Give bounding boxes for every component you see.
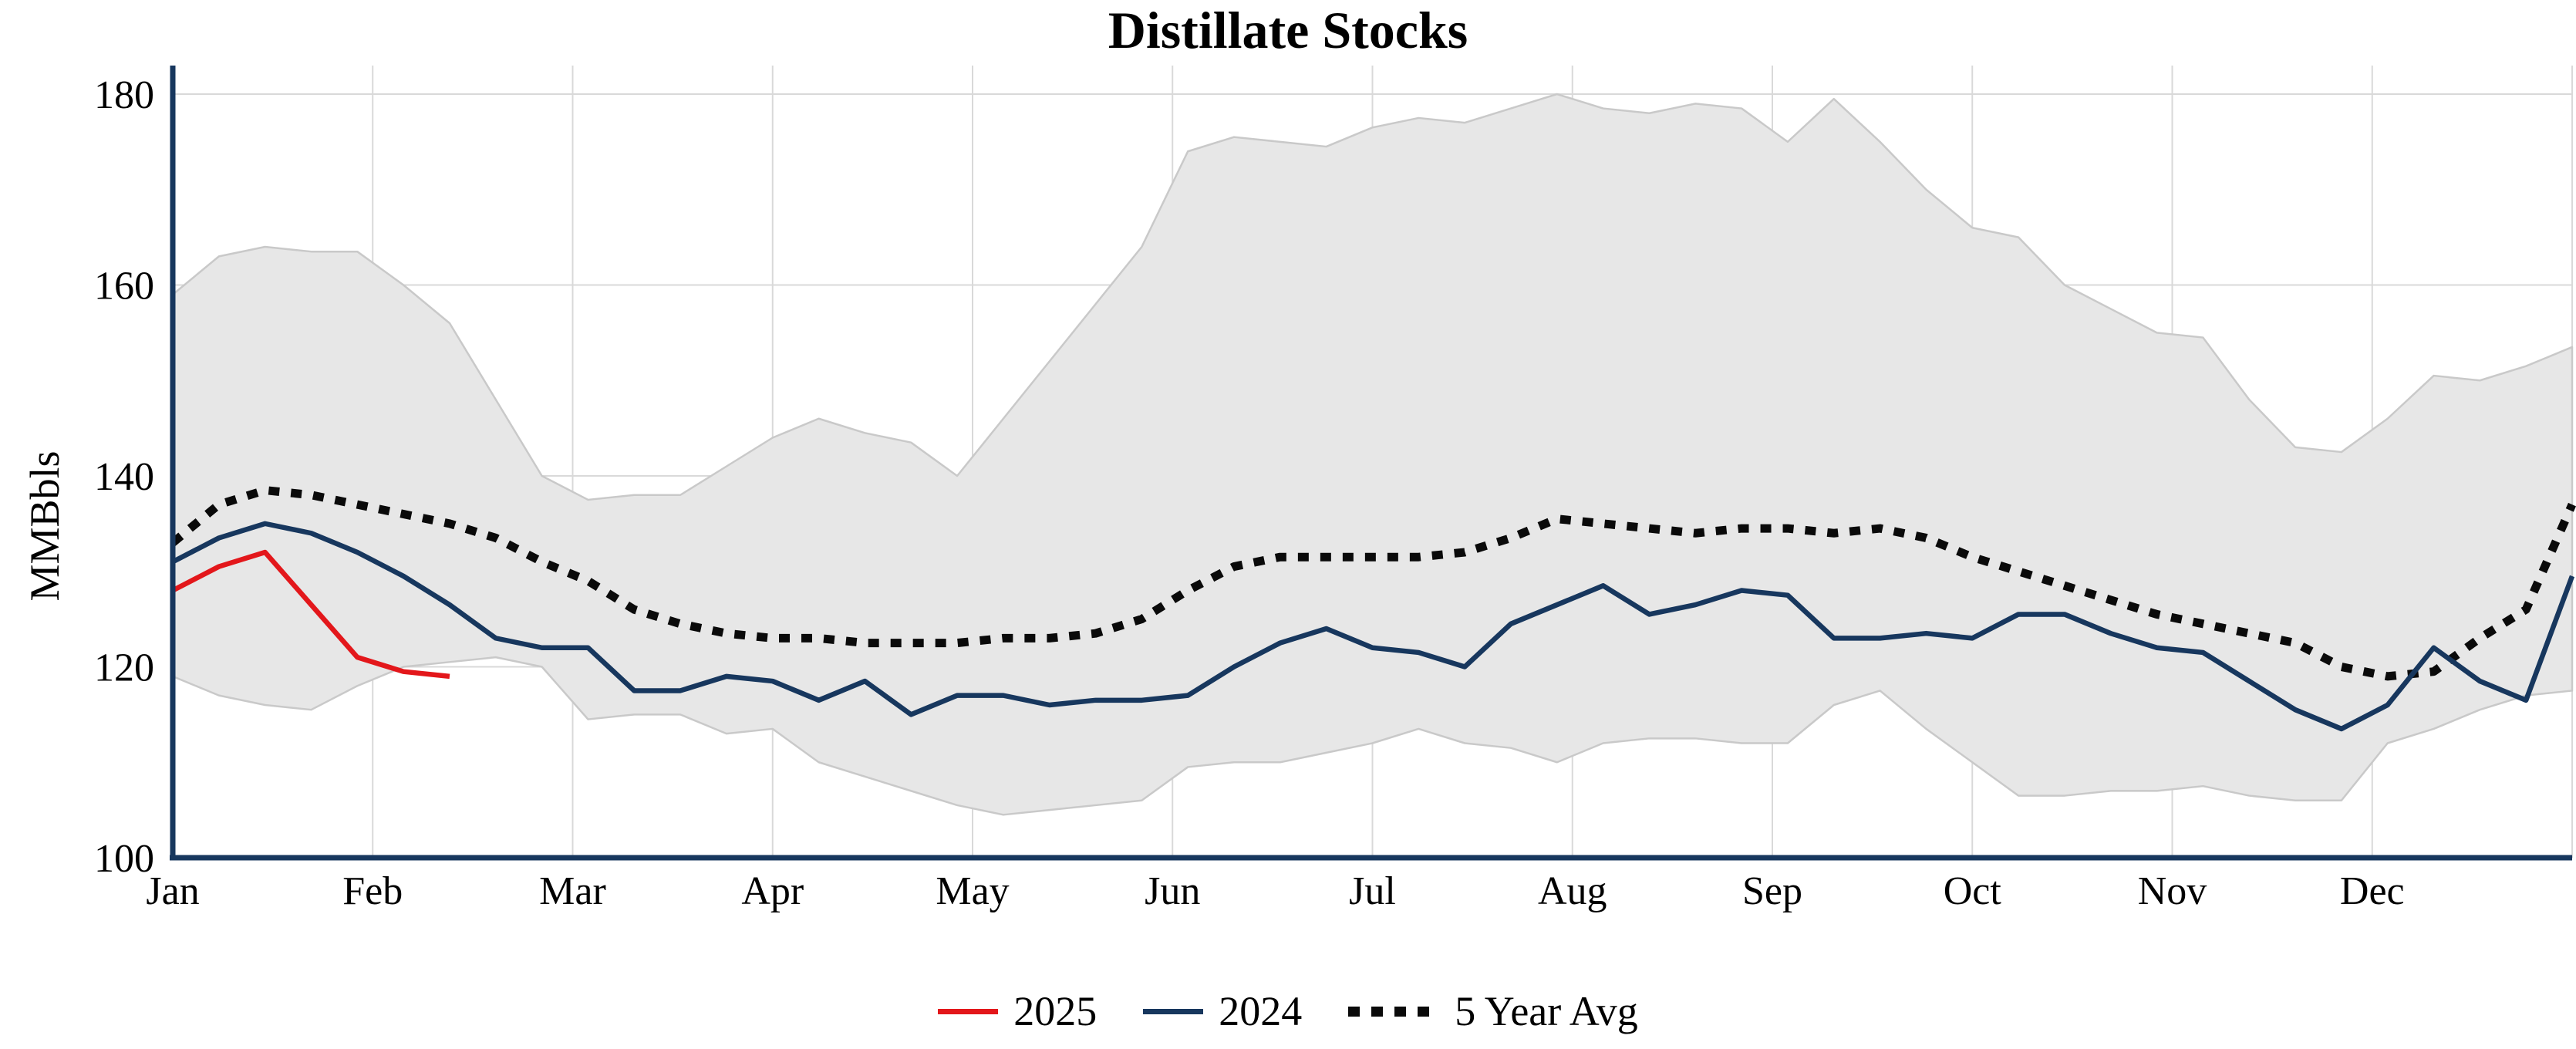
x-tick-label-dec: Dec	[2340, 869, 2405, 913]
chart-title: Distillate Stocks	[1108, 1, 1468, 59]
legend-label-2024: 2024	[1219, 988, 1303, 1034]
legend-swatch-2024-line-icon	[1143, 1008, 1204, 1014]
legend-swatch-5yr-avg-dotted-line-icon	[1348, 1006, 1440, 1017]
x-tick-label-oct: Oct	[1944, 869, 2002, 913]
legend: 2025 2024 5 Year Avg	[0, 987, 2576, 1035]
x-tick-label-jan: Jan	[146, 869, 199, 913]
y-tick-label-140: 140	[94, 455, 154, 499]
x-tick-label-mar: Mar	[539, 869, 606, 913]
x-tick-label-jun: Jun	[1145, 869, 1200, 913]
y-tick-label-100: 100	[94, 837, 154, 881]
five-year-range-band	[171, 93, 2574, 816]
series-line-5-year-avg	[170, 486, 2576, 681]
x-tick-label-may: May	[936, 869, 1009, 913]
series-line-2024	[171, 521, 2575, 732]
x-tick-label-apr: Apr	[741, 869, 804, 913]
x-tick-label-aug: Aug	[1538, 869, 1607, 913]
series-line-2025	[171, 549, 450, 680]
y-tick-label-120: 120	[94, 646, 154, 690]
legend-item-5yr-avg: 5 Year Avg	[1348, 987, 1638, 1035]
y-tick-label-180: 180	[94, 73, 154, 117]
legend-label-2025: 2025	[1013, 988, 1097, 1034]
legend-item-2025: 2025	[938, 987, 1097, 1035]
x-tick-label-sep: Sep	[1742, 869, 1802, 913]
x-tick-label-feb: Feb	[342, 869, 403, 913]
legend-item-2024: 2024	[1143, 987, 1302, 1035]
x-tick-label-nov: Nov	[2138, 869, 2207, 913]
x-tick-label-jul: Jul	[1349, 869, 1396, 913]
legend-swatch-2025-line-icon	[938, 1008, 999, 1014]
y-tick-label-160: 160	[94, 265, 154, 309]
legend-label-5yr-avg: 5 Year Avg	[1455, 988, 1638, 1034]
